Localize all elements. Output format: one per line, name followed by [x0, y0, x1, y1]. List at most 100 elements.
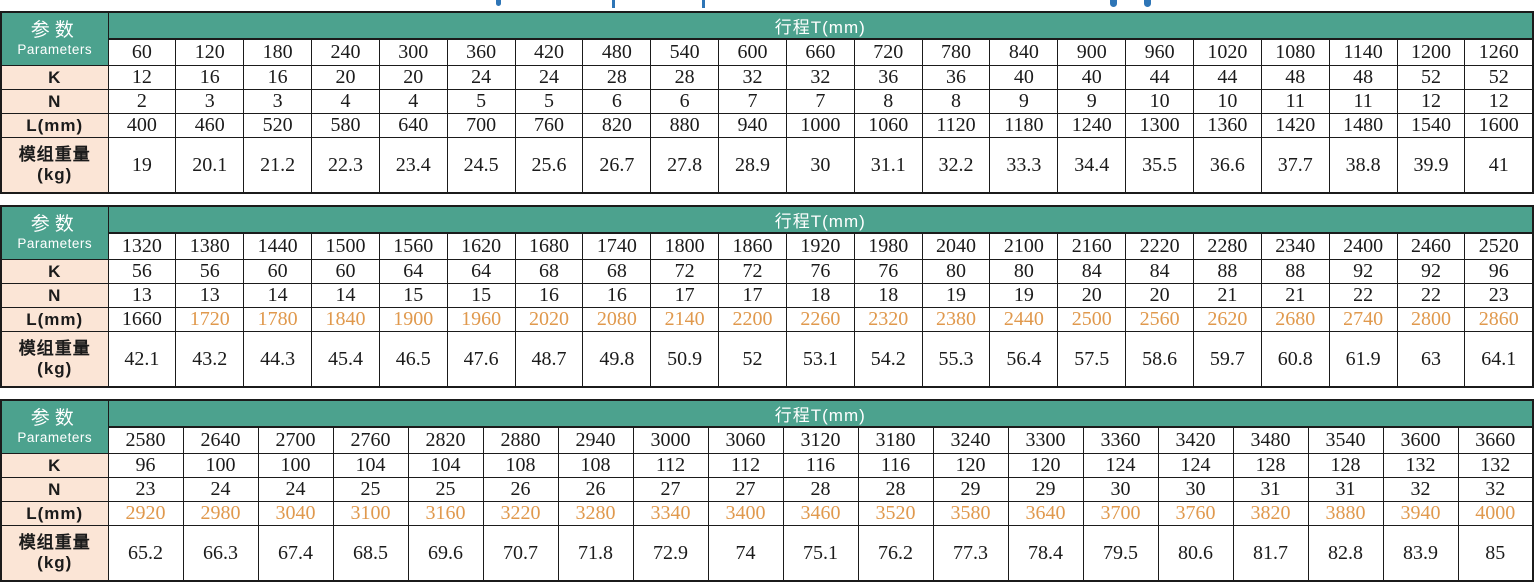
n-value-cell: 17 [650, 283, 720, 308]
k-value-cell: 108 [557, 453, 634, 478]
l-value-cell: 820 [582, 113, 652, 138]
l-value-cell: 1360 [1193, 113, 1262, 138]
n-value-cell: 18 [785, 283, 855, 308]
stroke-value-cell: 1980 [853, 232, 923, 260]
stroke-value-cell: 3600 [1382, 426, 1459, 454]
n-value-cell: 22 [1396, 283, 1466, 308]
n-value-cell: 10 [1125, 89, 1194, 114]
stroke-header-cell: 行程T(mm) [107, 11, 1534, 40]
weight-value-cell: 30 [785, 137, 855, 194]
l-value-cell: 1720 [175, 307, 245, 332]
stroke-value-cell: 2160 [1057, 232, 1127, 260]
weight-value-cell: 23.4 [378, 137, 448, 194]
k-value-cell: 124 [1157, 453, 1234, 478]
n-value-cell: 11 [1260, 89, 1330, 114]
n-value-cell: 27 [632, 477, 709, 502]
l-value-cell: 2500 [1057, 307, 1127, 332]
n-value-cell: 31 [1232, 477, 1309, 502]
weight-value-cell: 52 [718, 331, 787, 388]
l-value-cell: 3700 [1082, 501, 1159, 526]
k-value-cell: 84 [1057, 259, 1127, 284]
stroke-value-cell: 3060 [707, 426, 784, 454]
weight-value-cell: 21.2 [243, 137, 313, 194]
weight-value-cell: 55.3 [921, 331, 991, 388]
weight-value-cell: 68.5 [332, 525, 409, 582]
k-value-cell: 20 [378, 65, 448, 90]
n-value-cell: 31 [1307, 477, 1384, 502]
k-value-cell: 104 [332, 453, 409, 478]
n-value-cell: 30 [1157, 477, 1234, 502]
l-value-cell: 760 [514, 113, 584, 138]
stroke-value-cell: 2700 [257, 426, 334, 454]
l-row-label: L(mm) [0, 113, 109, 138]
l-value-cell: 580 [311, 113, 380, 138]
k-value-cell: 40 [1057, 65, 1127, 90]
stroke-value-cell: 1440 [243, 232, 313, 260]
weight-value-cell: 49.8 [582, 331, 652, 388]
stroke-value-cell: 1260 [1464, 38, 1534, 66]
stroke-value-cell: 3180 [857, 426, 934, 454]
k-value-cell: 120 [932, 453, 1009, 478]
stroke-value-cell: 300 [378, 38, 448, 66]
k-value-cell: 116 [857, 453, 934, 478]
stroke-value-cell: 240 [311, 38, 380, 66]
stroke-value-cell: 3240 [932, 426, 1009, 454]
weight-value-cell: 80.6 [1157, 525, 1234, 582]
weight-value-cell: 50.9 [650, 331, 720, 388]
weight-row-label: 模组重量 (kg) [0, 525, 109, 582]
l-value-cell: 940 [718, 113, 787, 138]
stroke-value-cell: 420 [514, 38, 584, 66]
weight-value-cell: 45.4 [311, 331, 380, 388]
param-header-cell: 参数 Parameters [0, 205, 109, 260]
weight-value-cell: 43.2 [175, 331, 245, 388]
k-value-cell: 60 [243, 259, 313, 284]
l-value-cell: 700 [446, 113, 516, 138]
l-value-cell: 3760 [1157, 501, 1234, 526]
stroke-value-cell: 2940 [557, 426, 634, 454]
stroke-value-cell: 120 [175, 38, 245, 66]
l-value-cell: 1660 [107, 307, 177, 332]
k-value-cell: 52 [1396, 65, 1466, 90]
clipped-title-fragment [612, 0, 615, 8]
k-value-cell: 76 [853, 259, 923, 284]
weight-value-cell: 56.4 [989, 331, 1059, 388]
l-value-cell: 1420 [1260, 113, 1330, 138]
weight-value-cell: 58.6 [1125, 331, 1194, 388]
weight-value-cell: 41 [1464, 137, 1534, 194]
k-value-cell: 92 [1328, 259, 1398, 284]
n-value-cell: 20 [1057, 283, 1127, 308]
weight-value-cell: 20.1 [175, 137, 245, 194]
weight-value-cell: 42.1 [107, 331, 177, 388]
k-value-cell: 52 [1464, 65, 1534, 90]
n-value-cell: 21 [1260, 283, 1330, 308]
l-value-cell: 3280 [557, 501, 634, 526]
weight-value-cell: 74 [707, 525, 784, 582]
k-value-cell: 128 [1232, 453, 1309, 478]
k-value-cell: 80 [989, 259, 1059, 284]
k-value-cell: 104 [407, 453, 484, 478]
l-value-cell: 3160 [407, 501, 484, 526]
k-value-cell: 80 [921, 259, 991, 284]
l-row-label: L(mm) [0, 501, 109, 526]
stroke-value-cell: 1920 [785, 232, 855, 260]
weight-value-cell: 53.1 [785, 331, 855, 388]
k-value-cell: 56 [107, 259, 177, 284]
l-value-cell: 2440 [989, 307, 1059, 332]
param-header-cell: 参数 Parameters [0, 399, 109, 454]
weight-value-cell: 34.4 [1057, 137, 1127, 194]
k-value-cell: 72 [650, 259, 720, 284]
l-value-cell: 3940 [1382, 501, 1459, 526]
l-value-cell: 2380 [921, 307, 991, 332]
l-value-cell: 3400 [707, 501, 784, 526]
stroke-value-cell: 1800 [650, 232, 720, 260]
stroke-value-cell: 1080 [1260, 38, 1330, 66]
weight-value-cell: 19 [107, 137, 177, 194]
l-row-label: L(mm) [0, 307, 109, 332]
weight-value-cell: 70.7 [482, 525, 559, 582]
l-value-cell: 1540 [1396, 113, 1466, 138]
n-value-cell: 11 [1328, 89, 1398, 114]
n-value-cell: 25 [332, 477, 409, 502]
n-value-cell: 3 [243, 89, 313, 114]
l-value-cell: 2560 [1125, 307, 1194, 332]
l-value-cell: 2080 [582, 307, 652, 332]
